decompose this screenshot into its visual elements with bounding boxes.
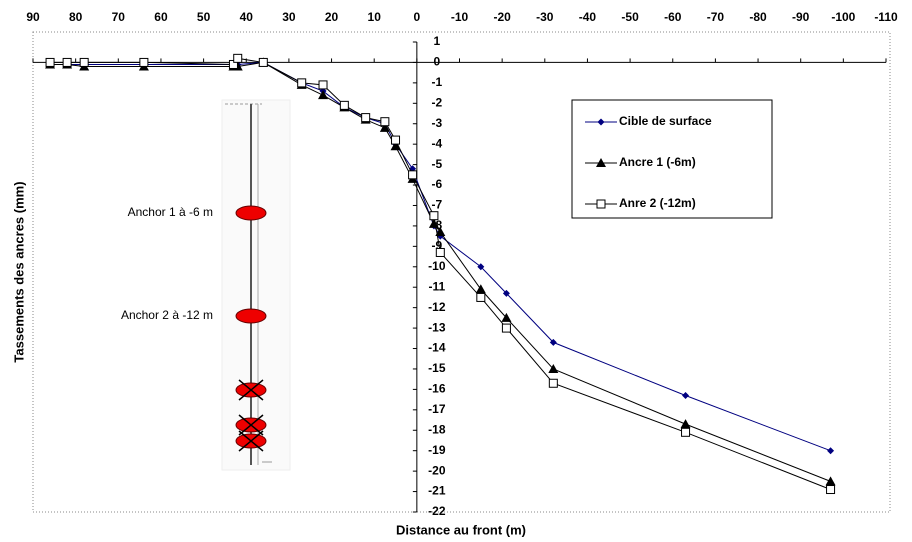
point [339, 100, 349, 110]
point [825, 476, 836, 486]
point [429, 211, 439, 221]
point [380, 117, 390, 127]
x-tick-label: -60 [664, 10, 682, 24]
x-tick-label: -80 [749, 10, 767, 24]
y-tick-label: -20 [428, 463, 446, 477]
y-tick-label: 1 [434, 34, 441, 48]
x-tick-label: -40 [579, 10, 597, 24]
y-tick-label: -5 [432, 157, 443, 171]
y-tick-label: -1 [432, 75, 443, 89]
x-tick-label: -20 [493, 10, 511, 24]
point [548, 363, 559, 373]
point [682, 392, 690, 400]
point [502, 289, 510, 297]
y-tick-label: -13 [428, 320, 446, 334]
y-tick-label: -11 [429, 279, 446, 293]
y-tick-label: -15 [428, 361, 446, 375]
y-tick-label: -14 [428, 341, 446, 355]
point [391, 135, 401, 145]
y-tick-label: -19 [428, 443, 446, 457]
point [501, 312, 512, 322]
y-tick-label: 0 [434, 55, 441, 69]
x-tick-label: -110 [874, 10, 898, 24]
point [79, 57, 89, 67]
point [379, 122, 390, 132]
point [318, 90, 329, 100]
x-tick-label: -100 [831, 10, 855, 24]
point [428, 218, 439, 228]
y-axis-title: Tassements des ancres (mm) [11, 181, 26, 362]
point [390, 141, 401, 151]
point [435, 247, 445, 257]
point [233, 53, 243, 63]
x-tick-label: -50 [621, 10, 639, 24]
x-tick-label: 70 [112, 10, 126, 24]
annotation: Anchor 2 à -12 m [121, 308, 213, 322]
legend-label: Ancre 1 (-6m) [619, 155, 696, 169]
y-tick-label: -6 [432, 177, 443, 191]
point [681, 427, 691, 437]
legend-marker [596, 199, 606, 209]
point [408, 170, 418, 180]
legend-marker [597, 118, 605, 126]
y-tick-label: -2 [432, 95, 443, 109]
x-tick-label: -70 [707, 10, 725, 24]
x-tick-label: 60 [154, 10, 168, 24]
y-tick-label: -12 [428, 300, 446, 314]
anchor-diagram [221, 99, 291, 471]
x-tick-label: 10 [368, 10, 382, 24]
point [826, 485, 836, 495]
y-tick-label: -4 [432, 136, 443, 150]
plot-frame [32, 31, 891, 513]
y-tick-label: -7 [432, 198, 443, 212]
x-tick-label: 80 [69, 10, 83, 24]
point [62, 57, 72, 67]
legend [571, 99, 773, 219]
point [45, 57, 55, 67]
y-tick-label: -16 [428, 382, 446, 396]
point [680, 419, 691, 429]
point [549, 338, 557, 346]
x-tick-label: 40 [240, 10, 254, 24]
point [435, 227, 446, 237]
y-tick-label: -9 [432, 239, 443, 253]
legend-marker [596, 158, 606, 167]
x-tick-label: -90 [792, 10, 810, 24]
x-tick-label: 30 [282, 10, 296, 24]
point [477, 263, 485, 271]
legend-label: Cible de surface [619, 114, 712, 128]
point [475, 284, 486, 294]
annotation: Anchor 1 à -6 m [128, 205, 213, 219]
y-tick-label: -22 [428, 504, 446, 518]
x-tick-label: 20 [325, 10, 339, 24]
x-tick-label: 50 [197, 10, 211, 24]
y-tick-label: -18 [428, 422, 446, 436]
y-tick-label: -21 [428, 484, 446, 498]
x-tick-label: -30 [536, 10, 554, 24]
point [258, 57, 268, 67]
point [139, 57, 149, 67]
x-tick-label: -10 [451, 10, 469, 24]
point [318, 80, 328, 90]
y-tick-label: -10 [428, 259, 446, 273]
x-tick-label: 90 [26, 10, 40, 24]
point [501, 323, 511, 333]
point [476, 292, 486, 302]
y-tick-label: -3 [432, 116, 443, 130]
x-tick-label: 0 [414, 10, 421, 24]
point [827, 447, 835, 455]
x-axis-title: Distance au front (m) [396, 522, 526, 537]
point [361, 113, 371, 123]
point [548, 378, 558, 388]
point [297, 78, 307, 88]
y-tick-label: -17 [428, 402, 446, 416]
legend-label: Anre 2 (-12m) [619, 196, 696, 210]
